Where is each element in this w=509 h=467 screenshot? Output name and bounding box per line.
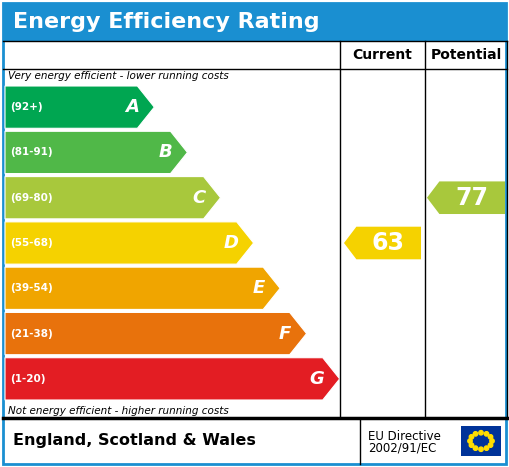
Text: (81-91): (81-91) <box>10 148 52 157</box>
Text: (55-68): (55-68) <box>10 238 53 248</box>
Circle shape <box>468 439 472 443</box>
Polygon shape <box>5 358 340 400</box>
Circle shape <box>490 439 494 443</box>
Polygon shape <box>5 222 253 264</box>
Circle shape <box>469 443 474 447</box>
Polygon shape <box>5 86 154 128</box>
Text: G: G <box>309 370 324 388</box>
Text: Potential: Potential <box>431 48 502 62</box>
Text: (1-20): (1-20) <box>10 374 45 384</box>
Circle shape <box>479 431 483 435</box>
Text: (21-38): (21-38) <box>10 329 53 339</box>
Text: D: D <box>223 234 238 252</box>
Text: (69-80): (69-80) <box>10 193 52 203</box>
Polygon shape <box>5 177 220 219</box>
Text: England, Scotland & Wales: England, Scotland & Wales <box>13 433 256 448</box>
Text: F: F <box>279 325 291 343</box>
Polygon shape <box>344 226 421 259</box>
Polygon shape <box>5 312 306 355</box>
Bar <box>3 3 506 41</box>
Text: 2002/91/EC: 2002/91/EC <box>368 441 436 454</box>
Circle shape <box>488 435 493 439</box>
Text: (39-54): (39-54) <box>10 283 53 293</box>
Circle shape <box>469 435 474 439</box>
Polygon shape <box>427 181 505 214</box>
Circle shape <box>484 432 489 436</box>
Text: (92+): (92+) <box>10 102 43 112</box>
Text: Not energy efficient - higher running costs: Not energy efficient - higher running co… <box>8 406 229 416</box>
Circle shape <box>484 446 489 450</box>
Polygon shape <box>5 267 280 310</box>
Text: 77: 77 <box>456 186 488 210</box>
Bar <box>461 426 501 456</box>
Text: B: B <box>158 143 172 162</box>
Text: C: C <box>192 189 205 207</box>
Text: A: A <box>125 98 139 116</box>
Text: Very energy efficient - lower running costs: Very energy efficient - lower running co… <box>8 71 229 81</box>
Circle shape <box>479 447 483 452</box>
Circle shape <box>473 446 478 450</box>
Text: EU Directive: EU Directive <box>368 430 441 443</box>
Text: Energy Efficiency Rating: Energy Efficiency Rating <box>13 12 320 32</box>
Circle shape <box>488 443 493 447</box>
Circle shape <box>473 432 478 436</box>
Polygon shape <box>5 131 187 174</box>
Text: E: E <box>252 279 265 297</box>
Text: 63: 63 <box>372 231 405 255</box>
Text: Current: Current <box>353 48 412 62</box>
